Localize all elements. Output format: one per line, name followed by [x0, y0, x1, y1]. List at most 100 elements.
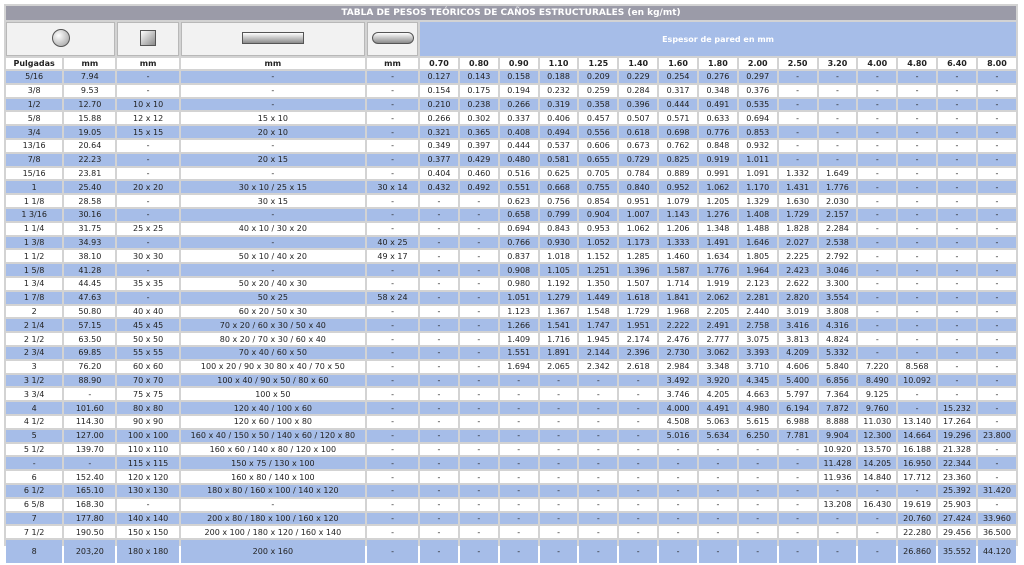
- table-cell: -: [366, 402, 419, 414]
- table-cell: -: [619, 526, 658, 539]
- table-cell: 4.606: [778, 360, 817, 373]
- table-cell: -: [898, 333, 937, 345]
- table-cell: 25.392: [938, 484, 976, 497]
- table-cell: 0.429: [459, 153, 498, 166]
- table-cell: -: [499, 415, 538, 428]
- table-cell: -: [180, 71, 365, 83]
- table-cell: -: [898, 84, 937, 97]
- table-row: 7 177.80 140 x 140 200 x 80 / 180 x 100 / 1…: [6, 512, 1016, 525]
- table-cell: -: [659, 457, 697, 470]
- table-cell: 165.10: [64, 484, 116, 497]
- table-cell: -: [619, 471, 658, 483]
- table-cell: -: [366, 457, 419, 470]
- table-cell: 29.456: [938, 526, 976, 539]
- table-cell: 4.980: [738, 402, 777, 414]
- table-cell: 25.40: [64, 181, 116, 194]
- table-cell: 1.152: [579, 250, 618, 263]
- table-cell: 7/8: [6, 153, 63, 166]
- table-cell: 1.279: [539, 291, 578, 304]
- table-cell: -: [938, 98, 976, 111]
- table-cell: 15.88: [64, 112, 116, 125]
- table-cell: 7.94: [64, 71, 116, 83]
- table-cell: 13.140: [898, 415, 937, 428]
- table-cell: -: [619, 415, 658, 428]
- table-cell: 0.551: [499, 181, 538, 194]
- table-cell: -: [898, 388, 937, 401]
- table-cell: 0.457: [579, 112, 618, 125]
- table-cell: -: [858, 346, 897, 359]
- table-cell: 1.548: [579, 305, 618, 318]
- table-cell: -: [420, 319, 458, 332]
- table-cell: 36.500: [977, 526, 1016, 539]
- table-cell: 140 x 140: [117, 512, 179, 525]
- table-cell: 139.70: [64, 443, 116, 456]
- table-row: 1 1/2 38.10 30 x 30 50 x 10 / 40 x 20 49 x 1…: [6, 250, 1016, 263]
- table-cell: 30.16: [64, 208, 116, 221]
- table-cell: 0.232: [539, 84, 578, 97]
- table-cell: 2: [6, 305, 63, 318]
- table-cell: -: [818, 98, 857, 111]
- table-cell: 1.431: [778, 181, 817, 194]
- table-cell: -: [858, 277, 897, 290]
- table-cell: 14.664: [898, 429, 937, 442]
- table-cell: 0.581: [539, 153, 578, 166]
- table-cell: -: [778, 512, 817, 525]
- table-cell: 1 1/8: [6, 195, 63, 207]
- table-cell: -: [366, 208, 419, 221]
- table-cell: -: [698, 457, 737, 470]
- table-cell: 5/16: [6, 71, 63, 83]
- table-cell: 5.400: [778, 374, 817, 387]
- table-cell: -: [64, 388, 116, 401]
- table-cell: 57.15: [64, 319, 116, 332]
- table-row: 1 3/8 34.93- -40 x 25- -0.766 0.930 1.052 1.17…: [6, 236, 1016, 249]
- table-cell: -: [659, 484, 697, 497]
- table-cell: 168.30: [64, 498, 116, 511]
- table-cell: 1.729: [619, 305, 658, 318]
- table-cell: 1 5/8: [6, 264, 63, 276]
- table-cell: 28.58: [64, 195, 116, 207]
- column-header: 1.10: [539, 58, 578, 69]
- table-cell: 0.404: [420, 167, 458, 180]
- table-row: 5/8 15.88 12 x 12 15 x 10-0.266 0.302 0.337 0.…: [6, 112, 1016, 125]
- table-cell: -: [117, 208, 179, 221]
- table-cell: 110 x 110: [117, 443, 179, 456]
- wall-thickness-label: Espesor de pared en mm: [420, 22, 1016, 56]
- table-cell: 160 x 80 / 140 x 100: [180, 471, 365, 483]
- table-cell: 60 x 60: [117, 360, 179, 373]
- table-cell: 25 x 25: [117, 222, 179, 235]
- table-cell: 0.766: [499, 236, 538, 249]
- table-cell: 0.762: [659, 139, 697, 152]
- table-cell: 5.016: [659, 429, 697, 442]
- table-cell: -: [659, 526, 697, 539]
- table-cell: -: [938, 126, 976, 138]
- table-cell: 4.824: [818, 333, 857, 345]
- table-cell: -: [858, 167, 897, 180]
- column-header: 1.40: [619, 58, 658, 69]
- table-cell: 0.535: [738, 98, 777, 111]
- column-headers: Pulgadas mm mm mm mm 0.70 0.80 0.90 1.10 1.25 1.40…: [6, 58, 1016, 69]
- table-cell: -: [459, 208, 498, 221]
- table-cell: 1.123: [499, 305, 538, 318]
- table-cell: -: [366, 98, 419, 111]
- table-cell: -: [619, 402, 658, 414]
- table-row: 2 50.80 40 x 40 60 x 20 / 50 x 30- - -1.123 1.…: [6, 305, 1016, 318]
- table-cell: 1.747: [579, 319, 618, 332]
- column-header: 0.90: [499, 58, 538, 69]
- table-row: 1 3/4 44.45 35 x 35 50 x 20 / 40 x 30- - -0.9…: [6, 277, 1016, 290]
- table-cell: 2.984: [659, 360, 697, 373]
- table-cell: 0.625: [539, 167, 578, 180]
- table-cell: 16.188: [898, 443, 937, 456]
- table-cell: 1 1/4: [6, 222, 63, 235]
- table-cell: 0.904: [579, 208, 618, 221]
- table-cell: -: [459, 346, 498, 359]
- table-row: 2 1/4 57.15 45 x 45 70 x 20 / 60 x 30 / 50 …: [6, 319, 1016, 332]
- table-cell: 3: [6, 360, 63, 373]
- table-cell: -: [366, 264, 419, 276]
- table-cell: 70 x 70: [117, 374, 179, 387]
- table-row: 7 1/2 190.50 150 x 150 200 x 100 / 180 x 12…: [6, 526, 1016, 539]
- table-cell: -: [977, 98, 1016, 111]
- column-header: 6.40: [938, 58, 976, 69]
- table-cell: -: [938, 112, 976, 125]
- table-cell: 1.716: [539, 333, 578, 345]
- table-cell: -: [858, 181, 897, 194]
